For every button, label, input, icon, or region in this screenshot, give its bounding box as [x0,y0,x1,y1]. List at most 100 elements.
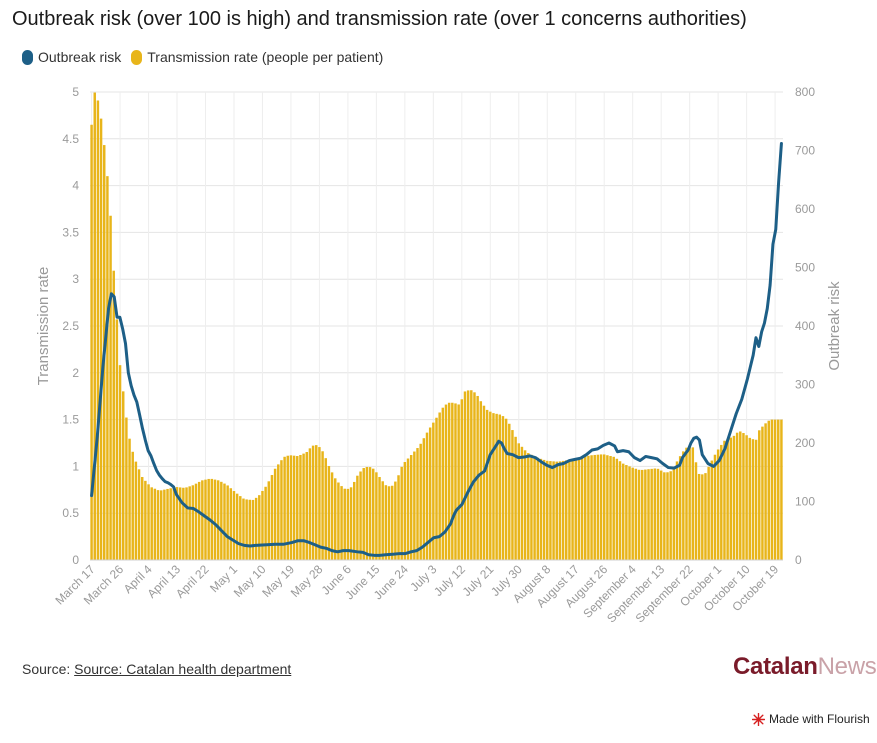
transmission-bar [542,459,546,560]
legend-swatch-outbreak-risk [22,49,33,65]
transmission-bar [150,487,153,560]
y-left-tick-label: 0.5 [62,506,79,520]
transmission-bar [112,270,115,560]
transmission-bar [286,455,290,560]
made-with-flourish-label: Made with Flourish [769,712,870,726]
transmission-bar [210,478,214,560]
transmission-bar [403,462,407,560]
transmission-bar [447,402,451,560]
transmission-bar [489,411,492,560]
transmission-bar [495,413,498,560]
transmission-bar [302,453,305,560]
transmission-bar [501,416,505,560]
transmission-bar [182,487,185,560]
transmission-bar [359,471,362,560]
transmission-bar [346,488,350,560]
transmission-bar [378,477,381,560]
transmission-bar [201,480,204,560]
transmission-bar [368,467,372,560]
transmission-bar [678,456,682,560]
transmission-bar [435,417,438,560]
y-left-axis-title: Transmission rate [35,267,52,386]
transmission-bar [425,432,429,560]
legend-label-outbreak-risk: Outbreak risk [38,49,122,65]
transmission-bar [612,456,615,560]
transmission-bar [109,215,112,561]
transmission-bar [267,481,271,560]
y-right-tick-label: 400 [795,319,815,333]
transmission-bar [720,444,723,560]
y-left-tick-label: 2 [72,366,79,380]
y-left-tick-label: 0 [72,553,79,567]
transmission-bar [93,92,96,560]
y-left-tick-label: 1 [72,459,79,473]
made-with-flourish-link[interactable]: Made with Flourish [752,712,870,726]
transmission-bar [745,435,748,560]
y-right-tick-label: 0 [795,553,802,567]
transmission-bar [454,403,457,560]
y-right-tick-label: 300 [795,378,815,392]
y-left-tick-label: 3.5 [62,225,79,239]
transmission-bar [96,100,100,560]
source-prefix: Source: [22,661,71,677]
transmission-bar [726,438,729,560]
transmission-bar [197,481,201,560]
transmission-bar [675,461,679,560]
transmission-bar [153,488,157,560]
transmission-bar [685,447,688,560]
transmission-bar [308,448,312,560]
transmission-bar [118,365,122,560]
transmission-bar [371,468,375,560]
transmission-bar [330,472,334,560]
transmission-bar [159,490,163,560]
transmission-bar [634,468,638,560]
transmission-bar [172,487,176,560]
transmission-bar [156,490,160,560]
transmission-bar [185,487,188,560]
transmission-bar [384,485,388,560]
transmission-bar [470,390,473,560]
transmission-bar [650,468,653,560]
transmission-bar [451,402,454,560]
transmission-bar [147,484,150,560]
transmission-bar [216,480,220,560]
legend-item-transmission-rate[interactable]: Transmission rate (people per patient) [131,49,383,65]
transmission-bar [748,437,752,560]
transmission-bar [343,488,346,560]
legend: Outbreak risk Transmission rate (people … [22,49,393,65]
transmission-bar [533,456,536,560]
transmission-bar [555,461,558,560]
catalan-news-logo[interactable]: CatalanNews [733,653,877,681]
transmission-bar [362,468,365,560]
transmission-bar [609,456,612,560]
transmission-bar [178,487,182,560]
transmission-bar [770,419,774,560]
transmission-bar [387,486,391,560]
transmission-bar [773,419,777,560]
transmission-bar [742,433,745,560]
transmission-bar [356,475,359,560]
transmission-bar [694,462,698,560]
transmission-bar [574,458,577,560]
transmission-bar [754,439,758,560]
transmission-bar [764,423,767,560]
transmission-bar [194,483,198,560]
transmission-bar [517,443,521,560]
transmission-bar [729,437,733,560]
transmission-bar [292,455,296,560]
transmission-bar [625,465,628,560]
transmission-bar [413,451,416,560]
y-left-tick-label: 3 [72,272,79,286]
transmission-bar [226,485,229,560]
transmission-bar [280,460,283,560]
transmission-bar [602,454,606,560]
transmission-bar [565,460,568,560]
brand-part1: Catalan [733,653,818,680]
legend-item-outbreak-risk[interactable]: Outbreak risk [22,49,121,65]
transmission-bar [473,392,476,560]
transmission-bar [318,447,321,560]
outbreak-risk-line [90,141,783,557]
transmission-bar [647,469,650,560]
source-link[interactable]: Source: Catalan health department [74,661,292,677]
transmission-bar [552,461,555,560]
